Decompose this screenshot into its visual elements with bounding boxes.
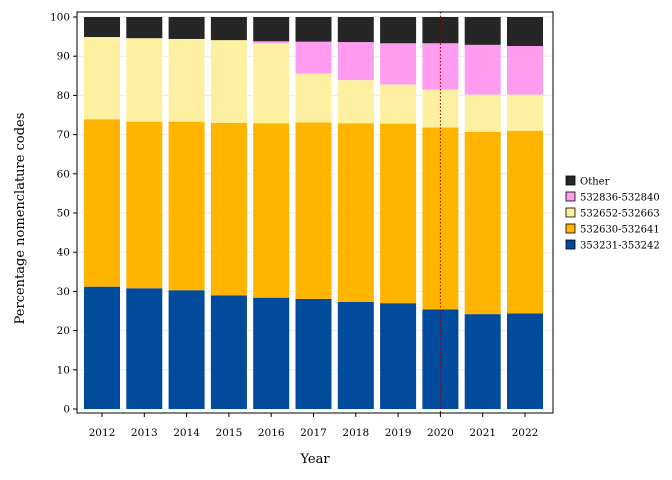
y-axis-title: Percentage nomenclature codes: [13, 113, 28, 325]
bar-segment: [337, 301, 374, 409]
y-tick-label: 60: [57, 168, 70, 180]
x-tick-label: 2018: [342, 427, 369, 439]
y-tick-label: 70: [57, 129, 70, 141]
bar-segment: [253, 41, 290, 44]
bar-segment: [84, 17, 120, 37]
bar-segment: [380, 43, 417, 85]
y-tick-label: 100: [50, 12, 70, 24]
bar-segment: [507, 130, 543, 314]
x-tick-label: 2013: [131, 427, 158, 439]
bar-segment: [337, 80, 374, 124]
x-tick-label: 2014: [173, 427, 200, 439]
bar-segment: [253, 17, 290, 42]
y-tick-label: 90: [57, 51, 70, 63]
legend-label: 353231-353242: [580, 241, 660, 252]
bar-segment: [380, 303, 417, 409]
bar-segment: [84, 119, 120, 287]
x-tick-label: 2017: [300, 427, 327, 439]
bar-segment: [464, 44, 501, 95]
legend-swatch: [565, 175, 576, 186]
bar-segment: [168, 121, 205, 291]
legend-label: 532652-532663: [580, 209, 660, 220]
bar-segment: [210, 295, 247, 409]
bar-segment: [464, 17, 501, 45]
bar-segment: [295, 73, 332, 123]
legend-swatch: [565, 207, 576, 218]
bar-segment: [84, 36, 120, 120]
y-tick-label: 10: [57, 364, 70, 376]
bar-segment: [380, 84, 417, 124]
legend-label: 532630-532641: [580, 225, 660, 236]
bar-segment: [507, 313, 543, 409]
x-axis-ticks: 2012 2013 2014 2015 2016 2017 2018 2019 2020 2021…: [89, 413, 539, 439]
y-tick-label: 20: [57, 325, 70, 337]
x-tick-label: 2020: [427, 427, 454, 439]
bar-segment: [168, 290, 205, 409]
bar-segment: [126, 121, 163, 289]
y-tick-label: 40: [57, 247, 70, 259]
bar-segment: [380, 123, 417, 304]
bar-segment: [253, 123, 290, 298]
bar-segment: [464, 94, 501, 132]
bar-segment: [507, 46, 543, 95]
bar-segment: [126, 17, 163, 39]
x-tick-label: 2021: [469, 427, 496, 439]
legend: Other 532836-532840 532652-532663 532630-53…: [565, 175, 660, 252]
bar-segment: [295, 298, 332, 409]
y-tick-label: 50: [57, 208, 70, 220]
bar-segment: [168, 17, 205, 39]
bar-segment: [295, 122, 332, 299]
legend-swatch: [565, 191, 576, 202]
y-tick-label: 80: [57, 90, 70, 102]
bar-segment: [507, 94, 543, 131]
bar-segment: [168, 38, 205, 122]
bars: [84, 17, 543, 409]
bar-segment: [337, 17, 374, 43]
x-axis-title: Year: [299, 452, 330, 467]
x-tick-label: 2022: [512, 427, 539, 439]
bar-segment: [84, 286, 120, 409]
x-tick-label: 2016: [258, 427, 285, 439]
x-tick-label: 2015: [216, 427, 243, 439]
legend-swatch: [565, 223, 576, 234]
bar-segment: [210, 122, 247, 296]
bar-segment: [210, 40, 247, 123]
bar-segment: [464, 131, 501, 315]
bar-segment: [295, 17, 332, 42]
bar-segment: [507, 17, 543, 47]
y-tick-label: 0: [63, 404, 70, 416]
legend-swatch: [565, 239, 576, 250]
bar-segment: [464, 314, 501, 409]
bar-segment: [253, 297, 290, 409]
bar-segment: [126, 288, 163, 409]
bar-segment: [126, 38, 163, 122]
bar-segment: [295, 41, 332, 74]
legend-label: Other: [580, 177, 610, 188]
x-tick-label: 2019: [385, 427, 412, 439]
y-tick-label: 30: [57, 286, 70, 298]
legend-label: 532836-532840: [580, 193, 660, 204]
bar-segment: [210, 17, 247, 41]
bar-segment: [253, 43, 290, 124]
bar-segment: [337, 42, 374, 81]
bar-segment: [380, 17, 417, 44]
y-axis-ticks: 0 10 20 30 40 50 60 70 80 90 100: [50, 12, 77, 416]
bar-segment: [337, 123, 374, 302]
x-tick-label: 2012: [89, 427, 116, 439]
